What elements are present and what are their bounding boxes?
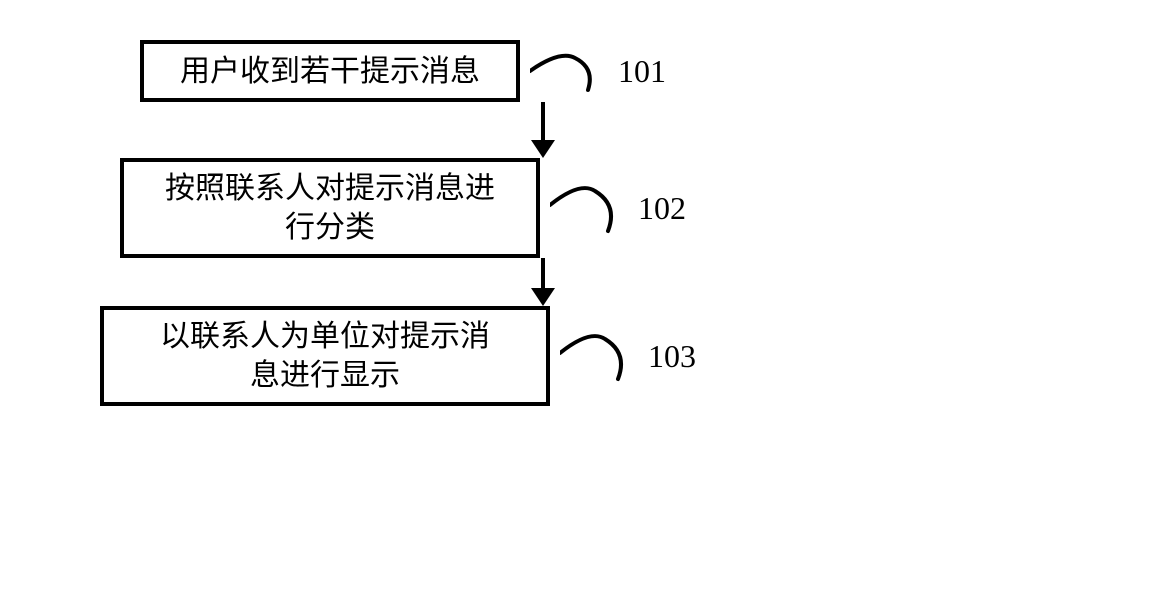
step-label-1: 101 <box>618 53 666 90</box>
arrow-1 <box>305 102 780 158</box>
connector-3 <box>560 321 640 391</box>
flowchart-node-1: 用户收到若干提示消息 <box>140 40 520 102</box>
arrow-2 <box>305 258 780 306</box>
node-3-text-line2: 息进行显示 <box>250 356 400 395</box>
connector-curve-2 <box>550 173 630 243</box>
arrow-1-head <box>531 140 555 158</box>
flowchart-node-2: 按照联系人对提示消息进 行分类 <box>120 158 540 258</box>
arrow-2-shaft <box>541 258 545 288</box>
flowchart-row-2: 按照联系人对提示消息进 行分类 102 <box>80 158 780 258</box>
arrow-1-shaft <box>541 102 545 140</box>
flowchart-container: 用户收到若干提示消息 101 按照联系人对提示消息进 行分类 102 <box>80 40 780 406</box>
node-3-text-line1: 以联系人为单位对提示消 <box>160 317 490 356</box>
connector-1 <box>530 40 610 102</box>
node-2-text-line2: 行分类 <box>285 208 375 247</box>
arrow-2-head <box>531 288 555 306</box>
flowchart-row-1: 用户收到若干提示消息 101 <box>80 40 780 102</box>
connector-curve-3 <box>560 321 640 391</box>
step-label-3: 103 <box>648 338 696 375</box>
connector-2 <box>550 173 630 243</box>
connector-curve-1 <box>530 40 610 102</box>
flowchart-node-3: 以联系人为单位对提示消 息进行显示 <box>100 306 550 406</box>
node-1-text: 用户收到若干提示消息 <box>180 52 480 91</box>
step-label-2: 102 <box>638 190 686 227</box>
node-2-text-line1: 按照联系人对提示消息进 <box>165 169 495 208</box>
flowchart-row-3: 以联系人为单位对提示消 息进行显示 103 <box>80 306 780 406</box>
